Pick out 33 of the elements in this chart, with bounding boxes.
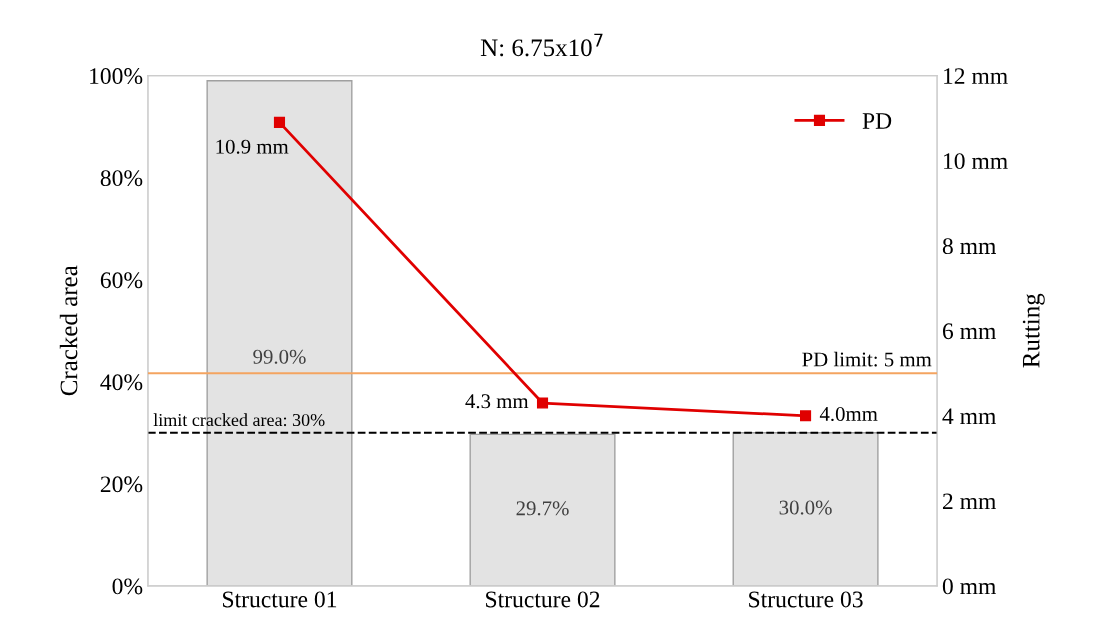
bar <box>469 433 616 586</box>
x-tick-label: Structure 03 <box>749 591 863 608</box>
ref-line-label: PD limit: 5 mm <box>802 351 932 367</box>
x-tick-label: Structure 01 <box>223 591 337 608</box>
bar <box>732 432 879 586</box>
data-label: 30.0% <box>779 500 832 515</box>
data-label: 4.0mm <box>819 406 878 422</box>
y2-tick-label: 4 mm <box>942 408 997 424</box>
y-tick-label: 100% <box>90 68 143 85</box>
y2-tick-label: 12 mm <box>944 68 1008 84</box>
data-label: 4.3 mm <box>465 394 529 409</box>
y-tick-label: 60% <box>100 272 143 289</box>
y2-tick-label: 2 mm <box>942 493 997 510</box>
chart-title: N: 6.75x10$^{7}$ <box>480 33 603 57</box>
x-tick-label: Structure 02 <box>486 591 600 608</box>
y2-tick-label: 10 mm <box>944 153 1008 170</box>
point <box>800 410 812 422</box>
point <box>536 397 549 409</box>
y-tick-label: 80% <box>100 170 143 187</box>
legend-label: PD <box>862 113 892 129</box>
y-tick-label: 40% <box>100 374 143 391</box>
data-label: 99.0% <box>253 349 306 364</box>
y-axis-title: Cracked area <box>59 265 78 396</box>
y2-tick-label: 0 mm <box>942 578 997 595</box>
y-tick-label: 0% <box>112 578 143 595</box>
data-label: 29.7% <box>516 501 569 516</box>
y2-axis-title: Rutting <box>1022 293 1045 368</box>
y-tick-label: 20% <box>100 476 143 493</box>
ref-line-label: limit cracked area: 30% <box>153 413 325 427</box>
point <box>273 116 286 128</box>
y2-tick-label: 6 mm <box>942 323 997 340</box>
y2-tick-label: 8 mm <box>942 238 997 255</box>
data-label: 10.9 mm <box>216 139 289 154</box>
